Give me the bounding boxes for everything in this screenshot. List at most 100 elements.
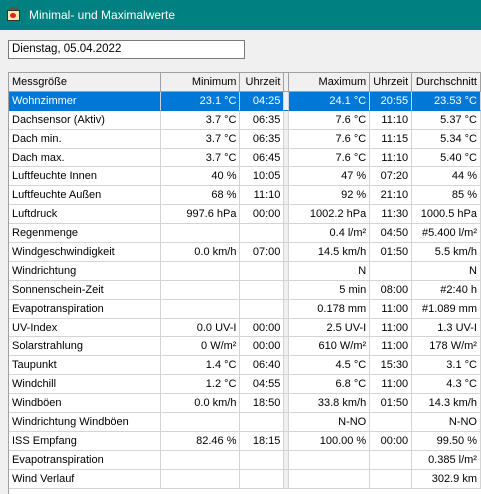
cell-max-time: 11:15 — [370, 129, 413, 149]
cell-maximum — [289, 469, 371, 489]
cell-messgroesse: Windchill — [9, 375, 161, 395]
table-row[interactable]: Regenmenge 0.4 l/m² 04:50 #5.400 l/m² — [9, 224, 481, 244]
cell-durchschnitt: 1.3 UV-I — [412, 318, 481, 338]
column-separator — [284, 356, 290, 376]
cell-minimum: 0.0 km/h — [160, 243, 241, 262]
column-separator — [284, 431, 290, 451]
cell-min-time: 06:35 — [240, 110, 285, 130]
cell-messgroesse: Wind Verlauf — [9, 469, 161, 489]
table-row[interactable]: ISS Empfang 82.46 % 18:15 100.00 % 00:00 99.5… — [9, 431, 481, 451]
table-row[interactable]: Wohnzimmer 23.1 °C 04:25 24.1 °C 20:55 23.53 … — [9, 91, 481, 111]
table-row[interactable]: Luftfeuchte Außen 68 % 11:10 92 % 21:10 85 % — [9, 186, 481, 206]
cell-max-time: 21:10 — [370, 186, 413, 206]
cell-maximum: 0.178 mm — [289, 299, 371, 319]
cell-min-time: 00:00 — [240, 337, 285, 357]
cell-maximum: 610 W/m² — [289, 337, 371, 357]
table-row[interactable]: Evapotranspiration 0.385 l/m² — [9, 450, 481, 470]
table-row[interactable]: Windböen 0.0 km/h 18:50 33.8 km/h 01:50 14.3 … — [9, 394, 481, 414]
weather-station-icon — [6, 7, 22, 23]
column-separator — [284, 167, 290, 187]
table-row[interactable]: Dachsensor (Aktiv) 3.7 °C 06:35 7.6 °C 11:10… — [9, 110, 481, 130]
header-maximum[interactable]: Maximum — [289, 73, 371, 92]
column-separator — [284, 299, 290, 319]
cell-durchschnitt: 44 % — [412, 167, 481, 187]
header-durchschnitt[interactable]: Durchschnitt — [412, 73, 481, 92]
column-separator — [284, 129, 290, 149]
cell-max-time: 15:30 — [370, 356, 413, 376]
cell-minimum — [160, 450, 241, 470]
cell-maximum: 7.6 °C — [289, 129, 371, 149]
table-header-row: Messgröße Minimum Uhrzeit Maximum Uhrzei… — [9, 73, 481, 92]
cell-max-time: 20:55 — [370, 91, 413, 111]
cell-messgroesse: Sonnenschein-Zeit — [9, 280, 161, 300]
cell-minimum: 1.2 °C — [160, 375, 241, 395]
table-row[interactable]: Windchill 1.2 °C 04:55 6.8 °C 11:00 4.3 °C — [9, 375, 481, 395]
header-uhrzeit-min[interactable]: Uhrzeit — [240, 73, 285, 92]
header-minimum[interactable]: Minimum — [160, 73, 241, 92]
cell-maximum: 1002.2 hPa — [289, 205, 371, 225]
cell-min-time: 00:00 — [240, 205, 285, 225]
cell-max-time — [370, 469, 413, 489]
cell-messgroesse: Dach max. — [9, 148, 161, 168]
cell-durchschnitt: 23.53 °C — [412, 91, 481, 111]
cell-min-time — [240, 413, 285, 432]
table-row[interactable]: Evapotranspiration 0.178 mm 11:00 #1.089 mm — [9, 299, 481, 319]
column-separator — [284, 337, 290, 357]
cell-max-time: 08:00 — [370, 280, 413, 300]
cell-durchschnitt: 1000.5 hPa — [412, 205, 481, 225]
header-messgroesse[interactable]: Messgröße — [9, 73, 161, 92]
column-separator — [284, 224, 290, 244]
cell-messgroesse: Taupunkt — [9, 356, 161, 376]
cell-maximum: 6.8 °C — [289, 375, 371, 395]
cell-minimum: 40 % — [160, 167, 241, 187]
cell-min-time: 11:10 — [240, 186, 285, 206]
cell-messgroesse: Luftdruck — [9, 205, 161, 225]
table-row[interactable]: Sonnenschein-Zeit 5 min 08:00 #2:40 h — [9, 280, 481, 300]
cell-minimum: 82.46 % — [160, 431, 241, 451]
cell-maximum — [289, 450, 371, 470]
cell-durchschnitt: 5.34 °C — [412, 129, 481, 149]
cell-min-time: 10:05 — [240, 167, 285, 187]
table-row[interactable]: Solarstrahlung 0 W/m² 00:00 610 W/m² 11:00 17… — [9, 337, 481, 357]
cell-maximum: 92 % — [289, 186, 371, 206]
cell-messgroesse: Evapotranspiration — [9, 450, 161, 470]
table-row[interactable]: Wind Verlauf 302.9 km — [9, 469, 481, 489]
cell-minimum — [160, 413, 241, 432]
cell-min-time — [240, 280, 285, 300]
header-uhrzeit-max[interactable]: Uhrzeit — [370, 73, 413, 92]
table-row[interactable]: Dach max. 3.7 °C 06:45 7.6 °C 11:10 5.40 °C — [9, 148, 481, 168]
table-row[interactable]: Windrichtung Windböen N-NO N-NO — [9, 413, 481, 432]
column-separator — [284, 148, 290, 168]
cell-durchschnitt: 4.3 °C — [412, 375, 481, 395]
table-row[interactable]: Windrichtung N N — [9, 261, 481, 281]
cell-durchschnitt: 5.5 km/h — [412, 243, 481, 262]
cell-messgroesse: Luftfeuchte Außen — [9, 186, 161, 206]
cell-maximum: 100.00 % — [289, 431, 371, 451]
title-bar[interactable]: Minimal- und Maximalwerte — [0, 0, 481, 30]
column-separator — [284, 205, 290, 225]
cell-min-time: 04:55 — [240, 375, 285, 395]
cell-durchschnitt: #1.089 mm — [412, 299, 481, 319]
column-separator — [284, 91, 290, 111]
table-row[interactable]: Taupunkt 1.4 °C 06:40 4.5 °C 15:30 3.1 °C — [9, 356, 481, 376]
cell-max-time: 00:00 — [370, 431, 413, 451]
date-picker-field[interactable]: Dienstag, 05.04.2022 — [8, 40, 245, 59]
table-row[interactable]: Windgeschwindigkeit 0.0 km/h 07:00 14.5 km/… — [9, 243, 481, 262]
cell-durchschnitt: 99.50 % — [412, 431, 481, 451]
table-row[interactable]: Luftfeuchte Innen 40 % 10:05 47 % 07:20 44 % — [9, 167, 481, 187]
cell-min-time — [240, 469, 285, 489]
cell-maximum: N-NO — [289, 413, 371, 432]
cell-max-time: 04:50 — [370, 224, 413, 244]
cell-maximum: 0.4 l/m² — [289, 224, 371, 244]
cell-maximum: 7.6 °C — [289, 110, 371, 130]
cell-minimum: 3.7 °C — [160, 129, 241, 149]
cell-maximum: 4.5 °C — [289, 356, 371, 376]
table-row[interactable]: Dach min. 3.7 °C 06:35 7.6 °C 11:15 5.34 °C — [9, 129, 481, 149]
table-row[interactable]: Luftdruck 997.6 hPa 00:00 1002.2 hPa 11:30 10… — [9, 205, 481, 225]
cell-durchschnitt: 0.385 l/m² — [412, 450, 481, 470]
cell-max-time — [370, 450, 413, 470]
cell-minimum: 0 W/m² — [160, 337, 241, 357]
cell-minimum — [160, 261, 241, 281]
table-row[interactable]: UV-Index 0.0 UV-I 00:00 2.5 UV-I 11:00 1.3 UV… — [9, 318, 481, 338]
cell-durchschnitt: 85 % — [412, 186, 481, 206]
